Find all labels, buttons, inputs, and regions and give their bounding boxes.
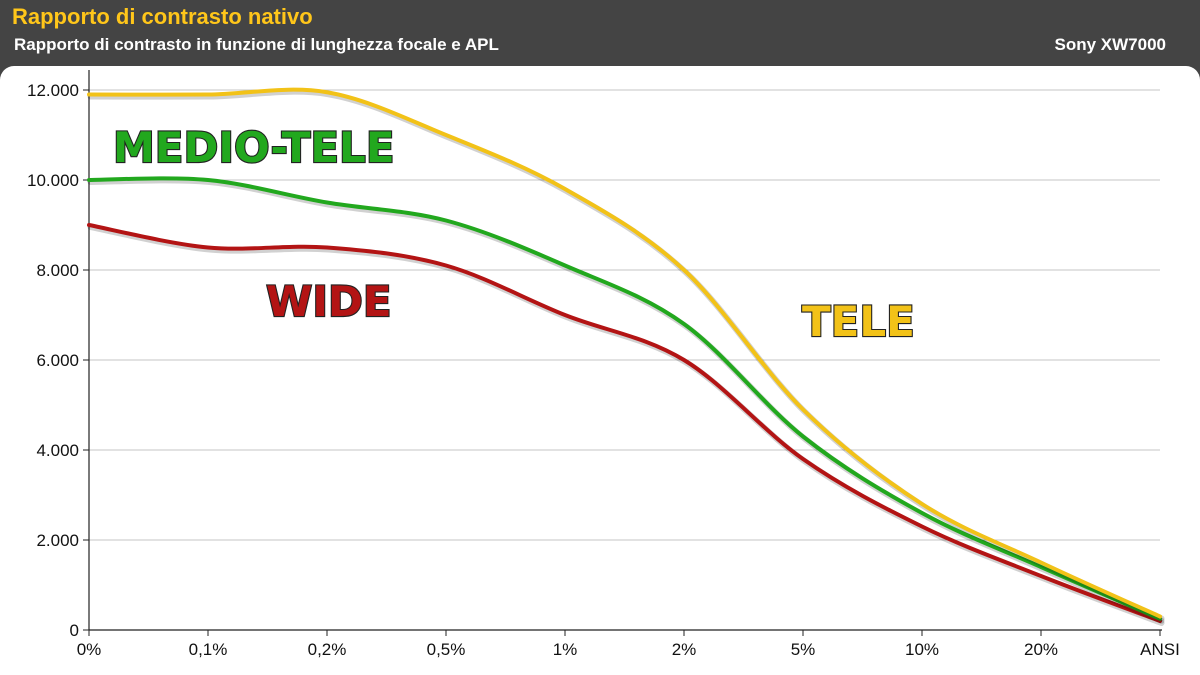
y-tick-label: 8.000 <box>36 261 79 280</box>
x-tick-label: 0,1% <box>189 640 228 659</box>
series-line-wide <box>87 223 1162 623</box>
x-tick-label: 0% <box>77 640 102 659</box>
y-tick-label: 4.000 <box>36 441 79 460</box>
y-tick-label: 2.000 <box>36 531 79 550</box>
series-label-wide: WIDE <box>266 277 392 326</box>
x-tick-label: 0,5% <box>427 640 466 659</box>
x-tick-label: 0,2% <box>308 640 347 659</box>
plot-panel <box>0 66 1200 675</box>
series-line-tele <box>87 87 1162 619</box>
y-tick-label: 0 <box>70 621 79 640</box>
x-tick-label: 1% <box>553 640 578 659</box>
y-tick-label: 12.000 <box>27 81 79 100</box>
y-tick-label: 6.000 <box>36 351 79 370</box>
x-tick-labels: 0% 0,1% 0,2% 0,5% 1% 2% 5% 10% 20% ANSI <box>77 640 1180 659</box>
chart-header: Rapporto di contrasto nativo Rapporto di… <box>0 0 1200 66</box>
x-tick-label: 5% <box>791 640 816 659</box>
axes <box>83 70 1162 636</box>
chart-subtitle: Rapporto di contrasto in funzione di lun… <box>14 35 499 54</box>
series-shadow-wide <box>87 224 1165 626</box>
brand-label: Sony XW7000 <box>1054 35 1167 54</box>
x-tick-label: ANSI <box>1140 640 1180 659</box>
series-label-medio-tele: MEDIO-TELE <box>113 123 395 172</box>
y-tick-labels: 0 2.000 4.000 6.000 8.000 10.000 12.000 <box>27 81 79 640</box>
x-tick-label: 10% <box>905 640 939 659</box>
x-tick-label: 2% <box>672 640 697 659</box>
series-labels: TELE MEDIO-TELE WIDE <box>112 122 916 347</box>
x-tick-label: 20% <box>1024 640 1058 659</box>
series-label-tele: TELE <box>802 297 915 346</box>
series-line-medio-tele <box>87 176 1162 621</box>
series-lines <box>87 87 1165 626</box>
y-tick-label: 10.000 <box>27 171 79 190</box>
chart-title: Rapporto di contrasto nativo <box>12 4 313 29</box>
